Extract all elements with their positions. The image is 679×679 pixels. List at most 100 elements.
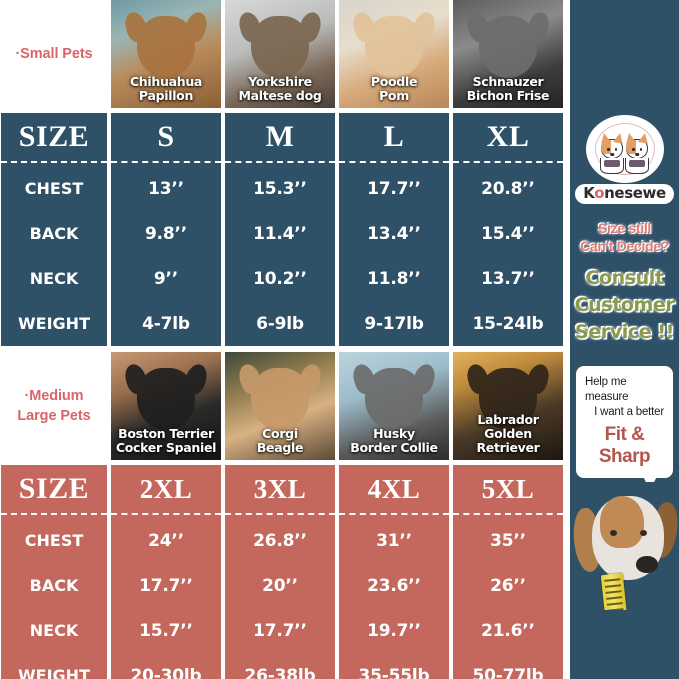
breed-line1: Husky	[373, 426, 415, 441]
corgi-eye	[639, 148, 642, 151]
table-row: NECK 9’’ 10.2’’ 11.8’’ 13.7’’	[0, 256, 566, 301]
breed-cell-husky: Husky Border Collie	[339, 352, 449, 460]
breed-cell-yorkshire: Yorkshire Maltese dog	[225, 0, 335, 108]
size-table-area: ·Small Pets Chihuahua Papillon	[0, 0, 566, 679]
cta-green-line3: Service !!	[575, 320, 674, 343]
cell-chest-2xl: 24’’	[111, 518, 221, 563]
cell-neck-l: 11.8’’	[339, 256, 449, 301]
small-pets-dashed-divider	[0, 161, 566, 166]
cta-red-line2: Can't Decide?	[580, 237, 669, 254]
cell-chest-xl: 20.8’’	[453, 166, 563, 211]
corgi-photo	[225, 352, 335, 460]
dog-face-icon	[251, 368, 309, 430]
corgi-eye	[632, 148, 635, 151]
cell-back-3xl: 20’’	[225, 563, 335, 608]
dash-segment	[339, 513, 449, 518]
breed-caption-labrador: Labrador Golden Retriever	[453, 413, 563, 455]
size-value-4xl: 4XL	[339, 465, 449, 513]
cell-weight-4xl: 35-55lb	[339, 653, 449, 679]
breed-line2: Golden Retriever	[476, 426, 540, 455]
breed-line1: Yorkshire	[248, 74, 312, 89]
cell-neck-5xl: 21.6’’	[453, 608, 563, 653]
row-label-chest: CHEST	[1, 518, 107, 563]
tape-tick	[604, 577, 621, 582]
corgi-bow-tie	[629, 160, 645, 167]
dog-face-icon	[137, 16, 195, 78]
labrador-photo	[453, 352, 563, 460]
cta-red-text: Size still Can't Decide?	[572, 220, 677, 255]
dog-face-icon	[479, 16, 537, 78]
cta-green-line2: Customer	[574, 293, 675, 316]
size-header-label: SIZE	[1, 465, 107, 513]
beagle-with-tape-measure-photo	[570, 481, 679, 610]
cell-back-xl: 15.4’’	[453, 211, 563, 256]
cell-neck-4xl: 19.7’’	[339, 608, 449, 653]
cta-red-line1: Size still	[597, 220, 652, 236]
breed-caption-husky: Husky Border Collie	[339, 427, 449, 455]
breed-caption-chihuahua: Chihuahua Papillon	[111, 75, 221, 103]
cell-chest-s: 13’’	[111, 166, 221, 211]
breed-caption-schnauzer: Schnauzer Bichon Frise	[453, 75, 563, 103]
bubble-highlight-text: Fit & Sharp	[598, 423, 651, 467]
poodle-photo	[339, 0, 449, 108]
tape-tick	[606, 601, 623, 606]
brand-name-part2: nesewe	[604, 184, 666, 202]
tape-tick	[606, 595, 623, 600]
breed-cell-chihuahua: Chihuahua Papillon	[111, 0, 221, 108]
brand-logo: Konesewe	[575, 118, 674, 204]
small-pets-size-header-row: SIZE S M L XL	[0, 113, 566, 161]
breed-line2: Papillon	[138, 88, 194, 103]
small-pets-label-line1: ·Small Pets	[15, 46, 93, 62]
cell-neck-xl: 13.7’’	[453, 256, 563, 301]
cell-neck-3xl: 17.7’’	[225, 608, 335, 653]
table-row: WEIGHT 4-7lb 6-9lb 9-17lb 15-24lb	[0, 301, 566, 346]
breed-line2: Maltese dog	[238, 88, 322, 103]
breed-cell-schnauzer: Schnauzer Bichon Frise	[453, 0, 563, 108]
breed-line2: Border Collie	[350, 440, 438, 455]
husky-photo	[339, 352, 449, 460]
dash-segment	[225, 513, 335, 518]
beagle-eye	[610, 529, 617, 536]
corgi-left-icon	[600, 139, 624, 174]
yorkshire-photo	[225, 0, 335, 108]
table-row: CHEST 24’’ 26.8’’ 31’’ 35’’	[0, 518, 566, 563]
row-label-back: BACK	[1, 211, 107, 256]
beagle-head-marking	[600, 495, 644, 548]
corgi-head	[626, 139, 648, 159]
chihuahua-photo	[111, 0, 221, 108]
dog-face-icon	[365, 368, 423, 430]
breed-cell-poodle: Poodle Pom	[339, 0, 449, 108]
brand-name: Konesewe	[575, 184, 674, 204]
cell-chest-5xl: 35’’	[453, 518, 563, 563]
cell-weight-m: 6-9lb	[225, 301, 335, 346]
dog-face-icon	[251, 16, 309, 78]
medium-large-label-line1: ·Medium	[24, 388, 84, 404]
corgi-nose	[610, 153, 614, 156]
breed-line1: Schnauzer	[472, 74, 544, 89]
dash-segment	[339, 161, 449, 166]
cell-back-m: 11.4’’	[225, 211, 335, 256]
table-row: BACK 9.8’’ 11.4’’ 13.4’’ 15.4’’	[0, 211, 566, 256]
cell-weight-5xl: 50-77lb	[453, 653, 563, 679]
medium-large-pets-label: ·Medium Large Pets	[1, 352, 107, 460]
cell-weight-xl: 15-24lb	[453, 301, 563, 346]
dash-segment	[225, 161, 335, 166]
row-label-weight: WEIGHT	[1, 301, 107, 346]
dog-face-icon	[137, 368, 195, 430]
consult-cta-block[interactable]: Size still Can't Decide? Consult Custome…	[572, 220, 677, 346]
breed-line1: Corgi	[262, 426, 298, 441]
corgi-nose	[635, 153, 639, 156]
table-row: BACK 17.7’’ 20’’ 23.6’’ 26’’	[0, 563, 566, 608]
cell-back-2xl: 17.7’’	[111, 563, 221, 608]
breed-cell-labrador: Labrador Golden Retriever	[453, 352, 563, 460]
size-value-xl: XL	[453, 113, 563, 161]
cell-chest-4xl: 31’’	[339, 518, 449, 563]
breed-cell-corgi: Corgi Beagle	[225, 352, 335, 460]
large-pets-breed-row: ·Medium Large Pets Boston Terrier Cocker…	[0, 352, 566, 460]
tape-tick	[605, 589, 622, 594]
cell-chest-3xl: 26.8’’	[225, 518, 335, 563]
corgi-face-marking	[601, 140, 611, 154]
breed-caption-corgi: Corgi Beagle	[225, 427, 335, 455]
dash-segment	[453, 513, 563, 518]
boston-terrier-photo	[111, 352, 221, 460]
